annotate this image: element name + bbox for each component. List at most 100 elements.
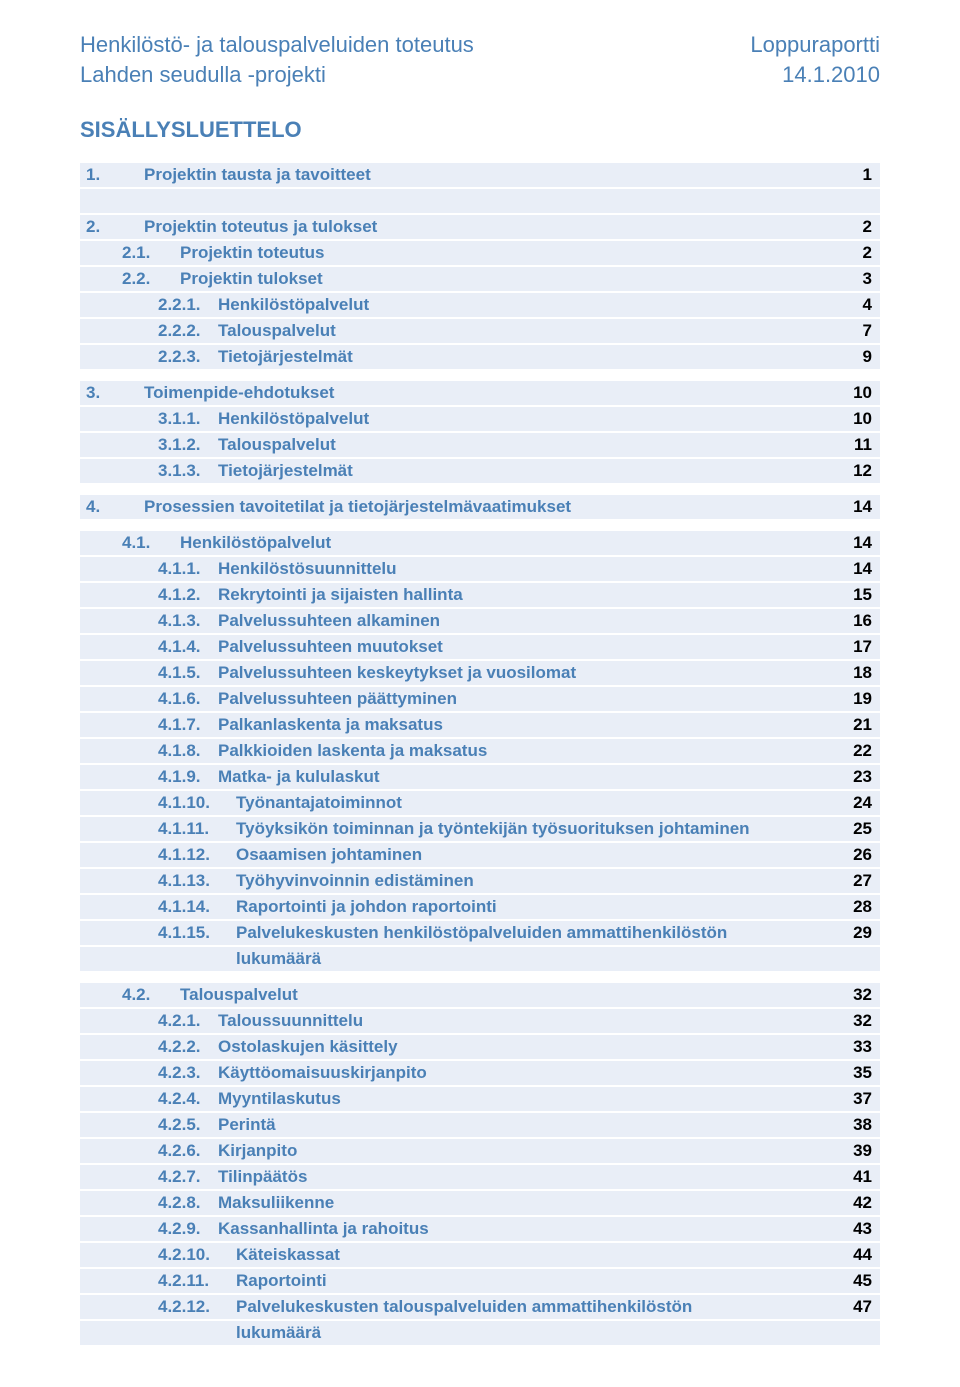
- toc-number: 4.2.4.: [158, 1089, 218, 1109]
- toc-spacer: [80, 189, 880, 213]
- toc-row-left: 4.2.2.Ostolaskujen käsittely: [158, 1037, 398, 1057]
- page-title: SISÄLLYSLUETTELO: [80, 117, 880, 143]
- toc-row: 4.1.9.Matka- ja kululaskut23: [80, 765, 880, 789]
- toc-number: 4.2.11.: [158, 1271, 236, 1291]
- toc-page: 39: [853, 1141, 874, 1161]
- toc-row: 4.1.12.Osaamisen johtaminen 26: [80, 843, 880, 867]
- toc-row-left: lukumäärä: [236, 949, 321, 969]
- toc-number: 4.2.5.: [158, 1115, 218, 1135]
- toc-row-left: 4.1.1.Henkilöstösuunnittelu: [158, 559, 397, 579]
- toc-number: 4.1.15.: [158, 923, 236, 943]
- toc-number: 4.2.10.: [158, 1245, 236, 1265]
- toc-page: 9: [863, 347, 874, 367]
- toc-label: Henkilöstöpalvelut: [218, 409, 369, 429]
- toc-row: lukumäärä: [80, 1321, 880, 1345]
- toc-row: 4.1.6.Palvelussuhteen päättyminen19: [80, 687, 880, 711]
- toc-row-left: 4.2.11.Raportointi: [158, 1271, 327, 1291]
- toc-row-left: 4.1.5.Palvelussuhteen keskeytykset ja vu…: [158, 663, 576, 683]
- toc-page: 21: [853, 715, 874, 735]
- toc-number: 1.: [86, 165, 144, 185]
- toc-label: Projektin tulokset: [180, 269, 323, 289]
- toc-number: 4.2.6.: [158, 1141, 218, 1161]
- toc-number: 4.1.: [122, 533, 180, 553]
- toc-page: 24: [853, 793, 874, 813]
- document-header: Henkilöstö- ja talouspalveluiden toteutu…: [80, 30, 880, 89]
- toc-label: Käteiskassat: [236, 1245, 340, 1265]
- toc-row-left: 4.2.8.Maksuliikenne: [158, 1193, 334, 1213]
- toc-label: Työyksikön toiminnan ja työntekijän työs…: [236, 819, 750, 839]
- toc-row: 2.2.Projektin tulokset3: [80, 267, 880, 291]
- toc-row-left: 4.1.Henkilöstöpalvelut: [122, 533, 331, 553]
- header-right-line1: Loppuraportti: [750, 30, 880, 60]
- header-left: Henkilöstö- ja talouspalveluiden toteutu…: [80, 30, 474, 89]
- toc-page: 32: [853, 985, 874, 1005]
- toc-row: 4.2.2.Ostolaskujen käsittely 33: [80, 1035, 880, 1059]
- toc-row: 3.1.2.Talouspalvelut11: [80, 433, 880, 457]
- toc-number: 2.2.1.: [158, 295, 218, 315]
- toc-row: 4.2.3.Käyttöomaisuuskirjanpito35: [80, 1061, 880, 1085]
- toc-number: 4.1.8.: [158, 741, 218, 761]
- header-right: Loppuraportti 14.1.2010: [750, 30, 880, 89]
- toc-page: 14: [853, 497, 874, 517]
- header-left-line2: Lahden seudulla -projekti: [80, 60, 474, 90]
- toc-label: Raportointi ja johdon raportointi: [236, 897, 497, 917]
- toc-page: 37: [853, 1089, 874, 1109]
- toc-label: Palvelukeskusten talouspalveluiden ammat…: [236, 1297, 692, 1317]
- toc-number: 4.1.11.: [158, 819, 236, 839]
- toc-number: 4.2.1.: [158, 1011, 218, 1031]
- toc-label: Palkkioiden laskenta ja maksatus: [218, 741, 487, 761]
- toc-label: Palvelussuhteen muutokset: [218, 637, 443, 657]
- toc-number: 3.1.1.: [158, 409, 218, 429]
- toc-row-left: 4.1.12.Osaamisen johtaminen: [158, 845, 422, 865]
- toc-label: Palvelukeskusten henkilöstöpalveluiden a…: [236, 923, 727, 943]
- toc-row: 2.2.3.Tietojärjestelmät 9: [80, 345, 880, 369]
- toc-page: 3: [863, 269, 874, 289]
- toc-page: 4: [863, 295, 874, 315]
- toc-number: 4.1.2.: [158, 585, 218, 605]
- toc-row-left: 4.1.2.Rekrytointi ja sijaisten hallinta: [158, 585, 463, 605]
- toc-label: lukumäärä: [236, 1323, 321, 1343]
- toc-page: 33: [853, 1037, 874, 1057]
- toc-row: 4.1.3.Palvelussuhteen alkaminen16: [80, 609, 880, 633]
- toc-row: 4.2.9.Kassanhallinta ja rahoitus43: [80, 1217, 880, 1241]
- toc-number: 4.1.1.: [158, 559, 218, 579]
- toc-row: 4.2.7.Tilinpäätös41: [80, 1165, 880, 1189]
- toc-number: 2.2.3.: [158, 347, 218, 367]
- toc-row-left: 4.1.15.Palvelukeskusten henkilöstöpalvel…: [158, 923, 727, 943]
- toc-row: 4.1.5.Palvelussuhteen keskeytykset ja vu…: [80, 661, 880, 685]
- toc-page: 16: [853, 611, 874, 631]
- toc-row-left: 4.1.10.Työnantajatoiminnot: [158, 793, 402, 813]
- toc-row: 4.1.8.Palkkioiden laskenta ja maksatus22: [80, 739, 880, 763]
- toc-page: 35: [853, 1063, 874, 1083]
- toc-label: Henkilöstösuunnittelu: [218, 559, 397, 579]
- toc-row: 4.2.5.Perintä38: [80, 1113, 880, 1137]
- toc-page: 2: [863, 243, 874, 263]
- toc-label: Palkanlaskenta ja maksatus: [218, 715, 443, 735]
- toc-row: 2.2.2.Talouspalvelut7: [80, 319, 880, 343]
- toc-page: 26: [853, 845, 874, 865]
- toc-number: 2.2.2.: [158, 321, 218, 341]
- toc-label: Toimenpide-ehdotukset: [144, 383, 334, 403]
- toc-number: 4.1.10.: [158, 793, 236, 813]
- toc-row-left: 2.2.3.Tietojärjestelmät: [158, 347, 353, 367]
- toc-label: Kassanhallinta ja rahoitus: [218, 1219, 429, 1239]
- toc-number: 4.2.8.: [158, 1193, 218, 1213]
- toc-row-left: 4.Prosessien tavoitetilat ja tietojärjes…: [86, 497, 571, 517]
- toc-row-left: 4.2.10.Käteiskassat: [158, 1245, 340, 1265]
- toc-page: 47: [853, 1297, 874, 1317]
- toc-label: Talouspalvelut: [180, 985, 298, 1005]
- toc-number: 4.2.: [122, 985, 180, 1005]
- toc-gap: [80, 485, 880, 495]
- toc-label: Palvelussuhteen päättyminen: [218, 689, 457, 709]
- toc-row: 4.1.7.Palkanlaskenta ja maksatus21: [80, 713, 880, 737]
- toc-label: Talouspalvelut: [218, 435, 336, 455]
- toc-label: Tilinpäätös: [218, 1167, 307, 1187]
- header-left-line1: Henkilöstö- ja talouspalveluiden toteutu…: [80, 30, 474, 60]
- toc-row-left: 2.1.Projektin toteutus: [122, 243, 325, 263]
- toc-row: 4.Prosessien tavoitetilat ja tietojärjes…: [80, 495, 880, 519]
- toc-row-left: 4.1.4.Palvelussuhteen muutokset: [158, 637, 443, 657]
- toc-row-left: 2.Projektin toteutus ja tulokset: [86, 217, 377, 237]
- toc-row: 4.2.Talouspalvelut 32: [80, 983, 880, 1007]
- toc-page: 27: [853, 871, 874, 891]
- toc-row: 4.1.4.Palvelussuhteen muutokset17: [80, 635, 880, 659]
